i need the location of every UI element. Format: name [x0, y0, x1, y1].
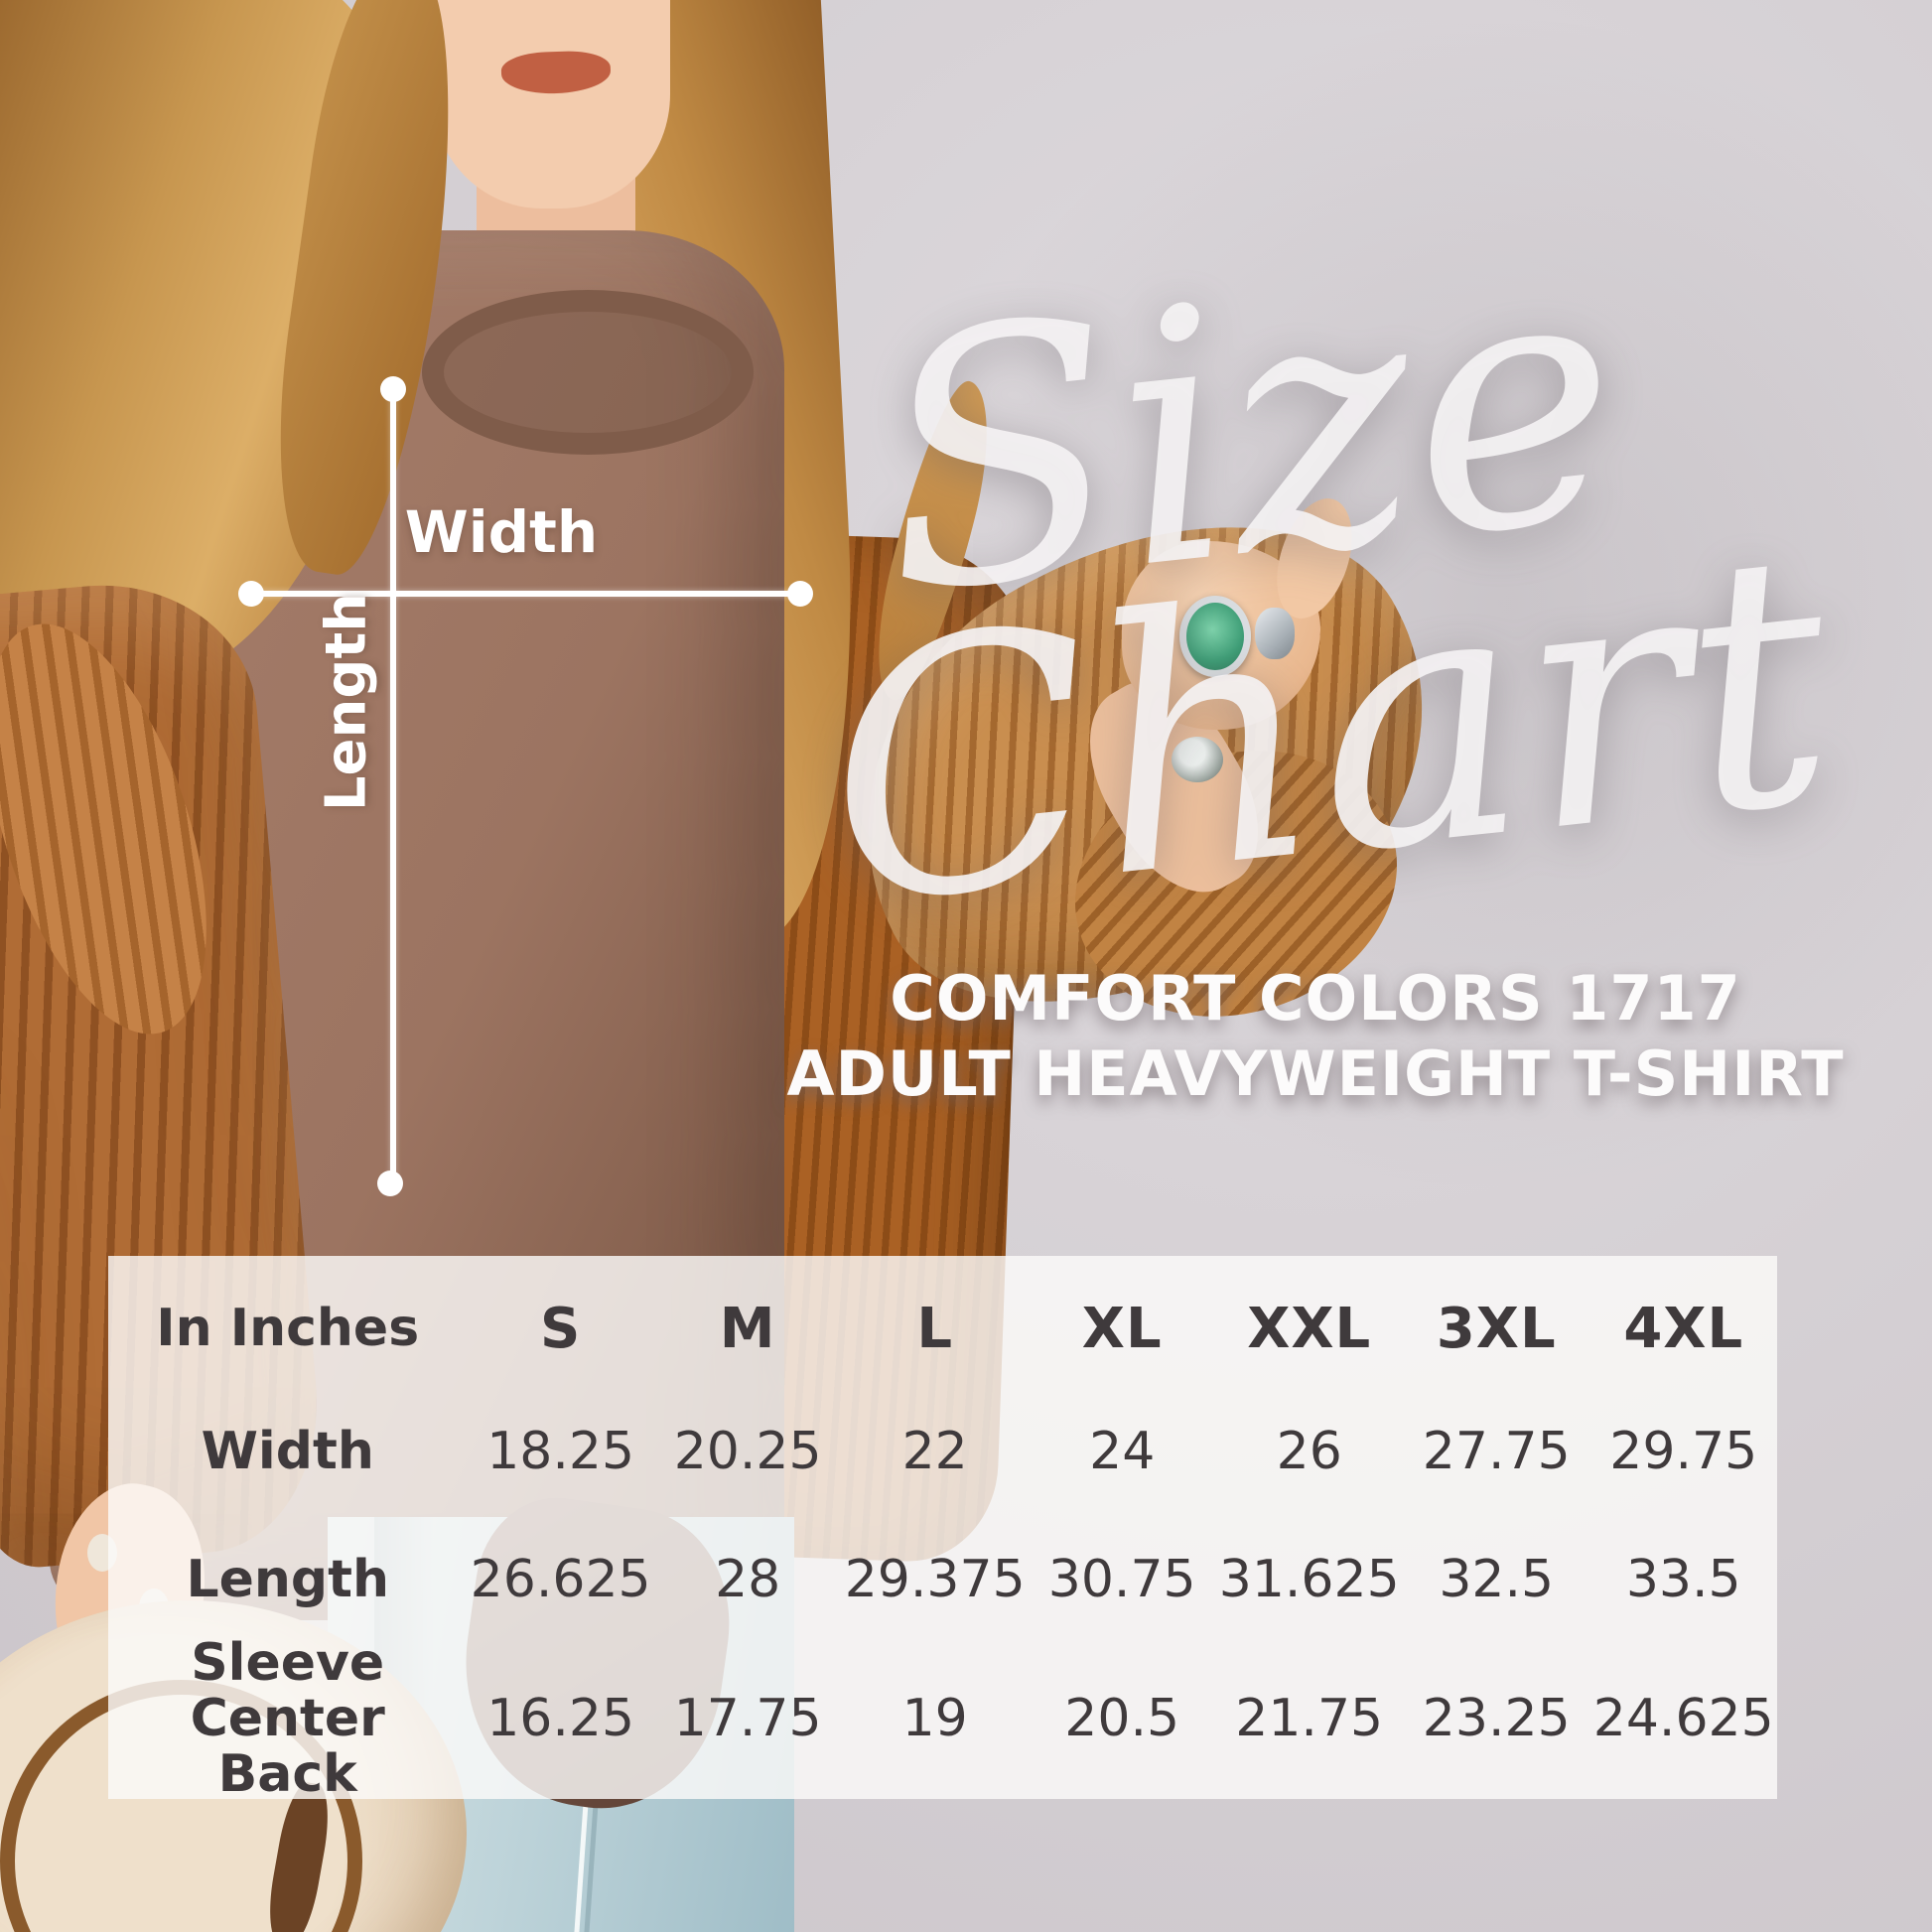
row-label-width: Width	[201, 1421, 374, 1481]
length-value-4xl: 33.5	[1625, 1550, 1741, 1609]
width-value-xxl: 26	[1276, 1422, 1342, 1481]
width-value-xl: 24	[1089, 1422, 1156, 1481]
length-value-m: 28	[715, 1550, 781, 1609]
size-table: In Inches S M L XL XXL 3XL 4XL Width 18.…	[108, 1256, 1777, 1805]
product-subtitle-line2: ADULT HEAVYWEIGHT T-SHIRT	[786, 1036, 1845, 1110]
model-face	[432, 0, 670, 208]
measure-endpoint-dot	[377, 1171, 403, 1196]
length-measure-label: Length	[314, 592, 379, 812]
size-column-header-xxl: XXL	[1247, 1296, 1372, 1361]
size-column-header-s: S	[539, 1296, 582, 1361]
width-value-l: 22	[901, 1422, 968, 1481]
sleeve-value-l: 19	[901, 1689, 968, 1748]
width-measure-line	[251, 591, 800, 597]
size-column-header-4xl: 4XL	[1623, 1296, 1744, 1361]
silver-ring	[1255, 608, 1295, 659]
turquoise-ring	[1179, 596, 1251, 677]
width-value-m: 20.25	[673, 1422, 822, 1481]
measure-endpoint-dot	[380, 376, 406, 402]
measure-endpoint-dot	[238, 581, 264, 607]
width-value-3xl: 27.75	[1422, 1422, 1571, 1481]
sleeve-value-xl: 20.5	[1064, 1689, 1180, 1748]
product-subtitle: COMFORT COLORS 1717 ADULT HEAVYWEIGHT T-…	[725, 961, 1906, 1111]
length-measure-line	[390, 389, 396, 1183]
size-column-header-m: M	[719, 1296, 776, 1361]
width-value-s: 18.25	[486, 1422, 635, 1481]
length-value-3xl: 32.5	[1439, 1550, 1555, 1609]
size-column-header-xl: XL	[1081, 1296, 1163, 1361]
sleeve-value-4xl: 24.625	[1592, 1689, 1774, 1748]
measure-endpoint-dot	[787, 581, 813, 607]
product-subtitle-line1: COMFORT COLORS 1717	[890, 962, 1741, 1035]
width-measure-label: Width	[404, 498, 599, 566]
sleeve-value-xxl: 21.75	[1235, 1689, 1384, 1748]
length-value-xl: 30.75	[1047, 1550, 1196, 1609]
length-value-xxl: 31.625	[1218, 1550, 1400, 1609]
sleeve-value-m: 17.75	[673, 1689, 822, 1748]
row-label-sleeve-center-back: Sleeve Center Back	[190, 1632, 385, 1805]
size-column-header-3xl: 3XL	[1436, 1296, 1557, 1361]
row-label-length: Length	[186, 1549, 389, 1609]
size-column-header-l: L	[916, 1296, 954, 1361]
length-value-s: 26.625	[470, 1550, 651, 1609]
unit-header: In Inches	[156, 1299, 420, 1358]
sleeve-value-s: 16.25	[486, 1689, 635, 1748]
script-heading-line1: Size	[860, 192, 1636, 671]
width-value-4xl: 29.75	[1609, 1422, 1758, 1481]
sleeve-value-3xl: 23.25	[1422, 1689, 1571, 1748]
length-value-l: 29.375	[844, 1550, 1026, 1609]
cuff-button	[1172, 737, 1223, 782]
